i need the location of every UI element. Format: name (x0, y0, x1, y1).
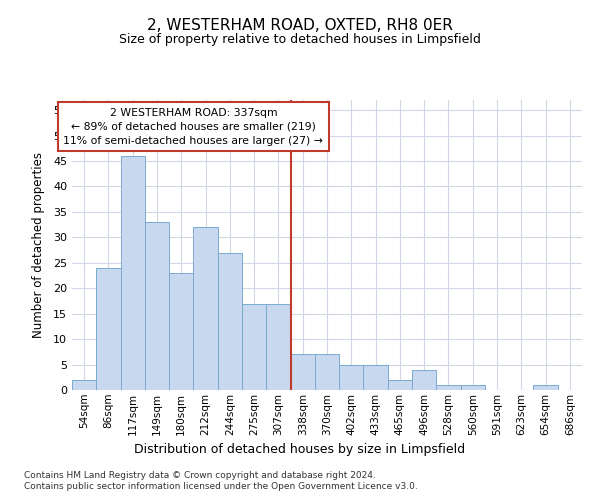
Bar (412, 370, 436, 390)
Text: Contains public sector information licensed under the Open Government Licence v3: Contains public sector information licen… (24, 482, 418, 491)
Bar (193, 227, 218, 390)
Bar (72, 380, 96, 390)
Text: 2, WESTERHAM ROAD, OXTED, RH8 0ER: 2, WESTERHAM ROAD, OXTED, RH8 0ER (147, 18, 453, 32)
Bar (339, 364, 364, 390)
Bar (266, 304, 290, 390)
Bar (436, 385, 461, 390)
Bar (96, 268, 121, 390)
Bar (218, 252, 242, 390)
Text: Distribution of detached houses by size in Limpsfield: Distribution of detached houses by size … (134, 442, 466, 456)
Bar (169, 273, 193, 390)
Bar (121, 156, 145, 390)
Bar (364, 364, 388, 390)
Bar (145, 222, 169, 390)
Text: 2 WESTERHAM ROAD: 337sqm
← 89% of detached houses are smaller (219)
11% of semi-: 2 WESTERHAM ROAD: 337sqm ← 89% of detach… (64, 108, 323, 146)
Bar (388, 380, 412, 390)
Bar (533, 385, 558, 390)
Text: Size of property relative to detached houses in Limpsfield: Size of property relative to detached ho… (119, 32, 481, 46)
Bar (315, 354, 339, 390)
Bar (242, 304, 266, 390)
Bar (461, 385, 485, 390)
Bar (290, 354, 315, 390)
Y-axis label: Number of detached properties: Number of detached properties (32, 152, 44, 338)
Text: Contains HM Land Registry data © Crown copyright and database right 2024.: Contains HM Land Registry data © Crown c… (24, 470, 376, 480)
